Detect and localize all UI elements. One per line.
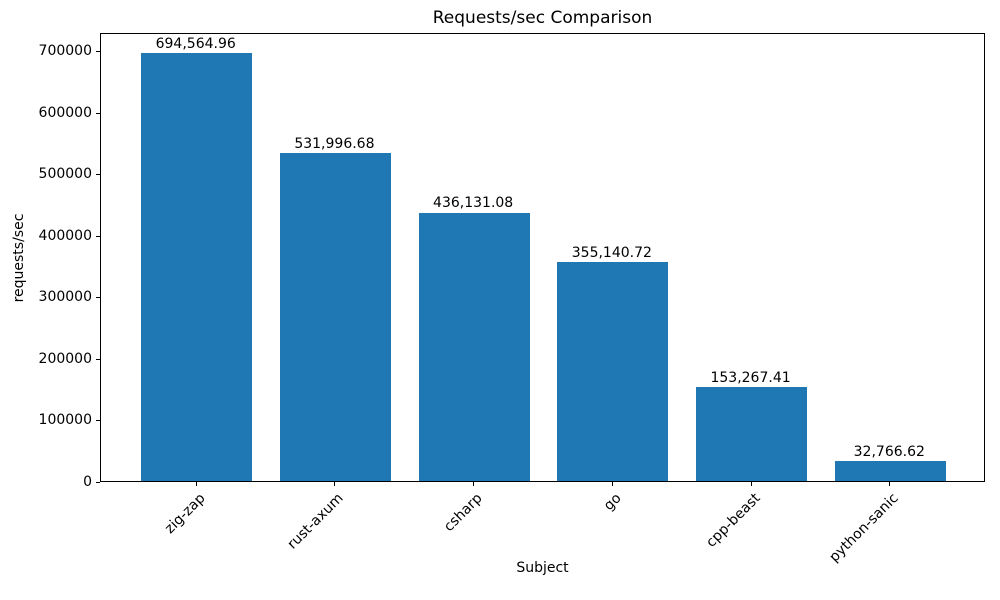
y-tick-mark [96,51,100,53]
x-tick-label-python-sanic: python-sanic [826,490,902,566]
x-tick-label-csharp: csharp [441,490,486,535]
y-tick-label: 400000 [38,227,92,244]
x-tick-mark [611,482,613,486]
bar-cpp-beast [696,386,808,481]
y-tick-label: 300000 [38,289,92,306]
plot-area [100,33,985,482]
x-tick-label-zig-zap: zig-zap [161,490,209,537]
y-tick-mark [96,112,100,114]
bar-rust-axum [279,153,391,481]
y-tick-mark [96,174,100,176]
bar-python-sanic [834,460,946,481]
y-tick-label: 100000 [38,412,92,429]
y-tick-label: 700000 [38,43,92,60]
y-tick-mark [96,297,100,299]
x-tick-mark [889,482,891,486]
y-tick-label: 600000 [38,104,92,121]
y-tick-mark [96,358,100,360]
x-tick-label-rust-axum: rust-axum [284,490,348,553]
bar-go [557,262,669,481]
x-tick-mark [750,482,752,486]
bar-value-label: 153,267.41 [710,369,791,386]
bar-zig-zap [141,53,253,481]
bar-value-label: 436,131.08 [433,195,514,212]
bar-csharp [418,212,530,481]
x-tick-label-go: go [600,490,625,514]
y-tick-mark [96,235,100,237]
bar-value-label: 694,564.96 [155,36,236,53]
bar-value-label: 531,996.68 [294,136,375,153]
x-tick-mark [473,482,475,486]
chart-title: Requests/sec Comparison [432,8,653,28]
y-tick-mark [96,482,100,483]
x-tick-mark [195,482,197,486]
y-tick-label: 500000 [38,166,92,183]
x-tick-mark [334,482,336,486]
x-tick-label-cpp-beast: cpp-beast [702,490,764,551]
x-axis-label: Subject [516,560,569,576]
y-tick-label: 0 [83,474,92,490]
bar-value-label: 32,766.62 [853,443,925,460]
y-tick-mark [96,420,100,422]
bar-value-label: 355,140.72 [571,245,652,262]
y-tick-label: 200000 [38,350,92,367]
